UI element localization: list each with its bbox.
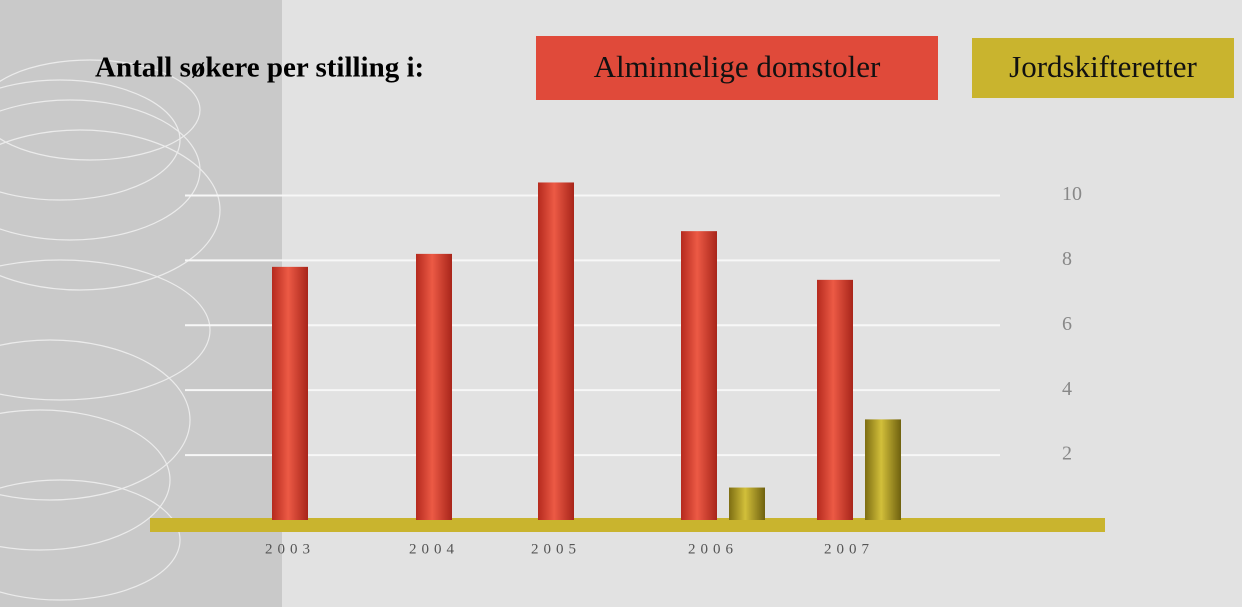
x-tick-label: 2007: [824, 541, 874, 557]
bar: [416, 254, 452, 520]
x-tick-label: 2003: [265, 541, 315, 557]
x-tick-label: 2005: [531, 541, 581, 557]
x-tick-label: 2006: [688, 541, 738, 557]
y-tick-label: 4: [1062, 378, 1072, 400]
legend-label: Alminnelige domstoler: [594, 49, 881, 84]
side-panel: [0, 0, 282, 607]
bar: [538, 182, 574, 520]
legend: Alminnelige domstoler Jordskifteretter: [536, 36, 1234, 100]
x-tick-label: 2004: [409, 541, 459, 557]
y-tick-label: 8: [1062, 248, 1072, 270]
bar: [681, 231, 717, 520]
bar: [865, 419, 901, 520]
y-tick-label: 6: [1062, 313, 1072, 335]
chart: Antall søkere per stilling i: Alminnelig…: [0, 0, 1242, 607]
chart-title: Antall søkere per stilling i:: [95, 52, 424, 84]
bar: [272, 267, 308, 520]
y-tick-label: 2: [1062, 443, 1072, 465]
bar: [729, 488, 765, 520]
x-axis: [150, 518, 1105, 532]
y-tick-label: 10: [1062, 183, 1082, 205]
legend-label: Jordskifteretter: [1009, 49, 1197, 84]
bar: [817, 280, 853, 520]
